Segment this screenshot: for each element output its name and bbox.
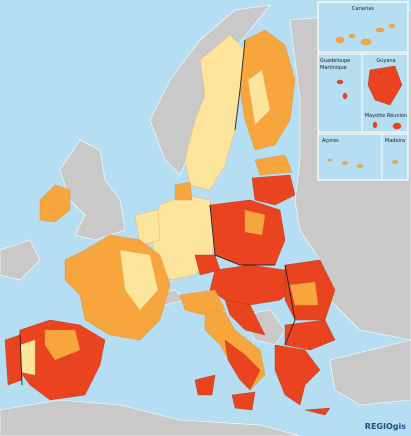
- guyane-shape: [367, 65, 403, 106]
- inset-box: [317, 133, 409, 181]
- inset-label: Mayotte: [365, 113, 385, 119]
- inset-label: Canarias: [352, 6, 374, 12]
- islands: [335, 23, 396, 46]
- eu-regions: [4, 29, 336, 416]
- inset-label: Réunion: [387, 112, 407, 119]
- credit: REGIOgis: [365, 422, 406, 431]
- borders: [19, 39, 296, 386]
- insets: Canarias Guadeloupe Martinique Guyane Ma…: [317, 1, 409, 181]
- inset-label: Madeira: [385, 138, 405, 144]
- inset-label: Açores: [322, 138, 339, 144]
- inset-label: Guadeloupe: [320, 58, 350, 64]
- inset-label: Guyane: [376, 58, 395, 64]
- inset-label: Martinique: [320, 65, 347, 71]
